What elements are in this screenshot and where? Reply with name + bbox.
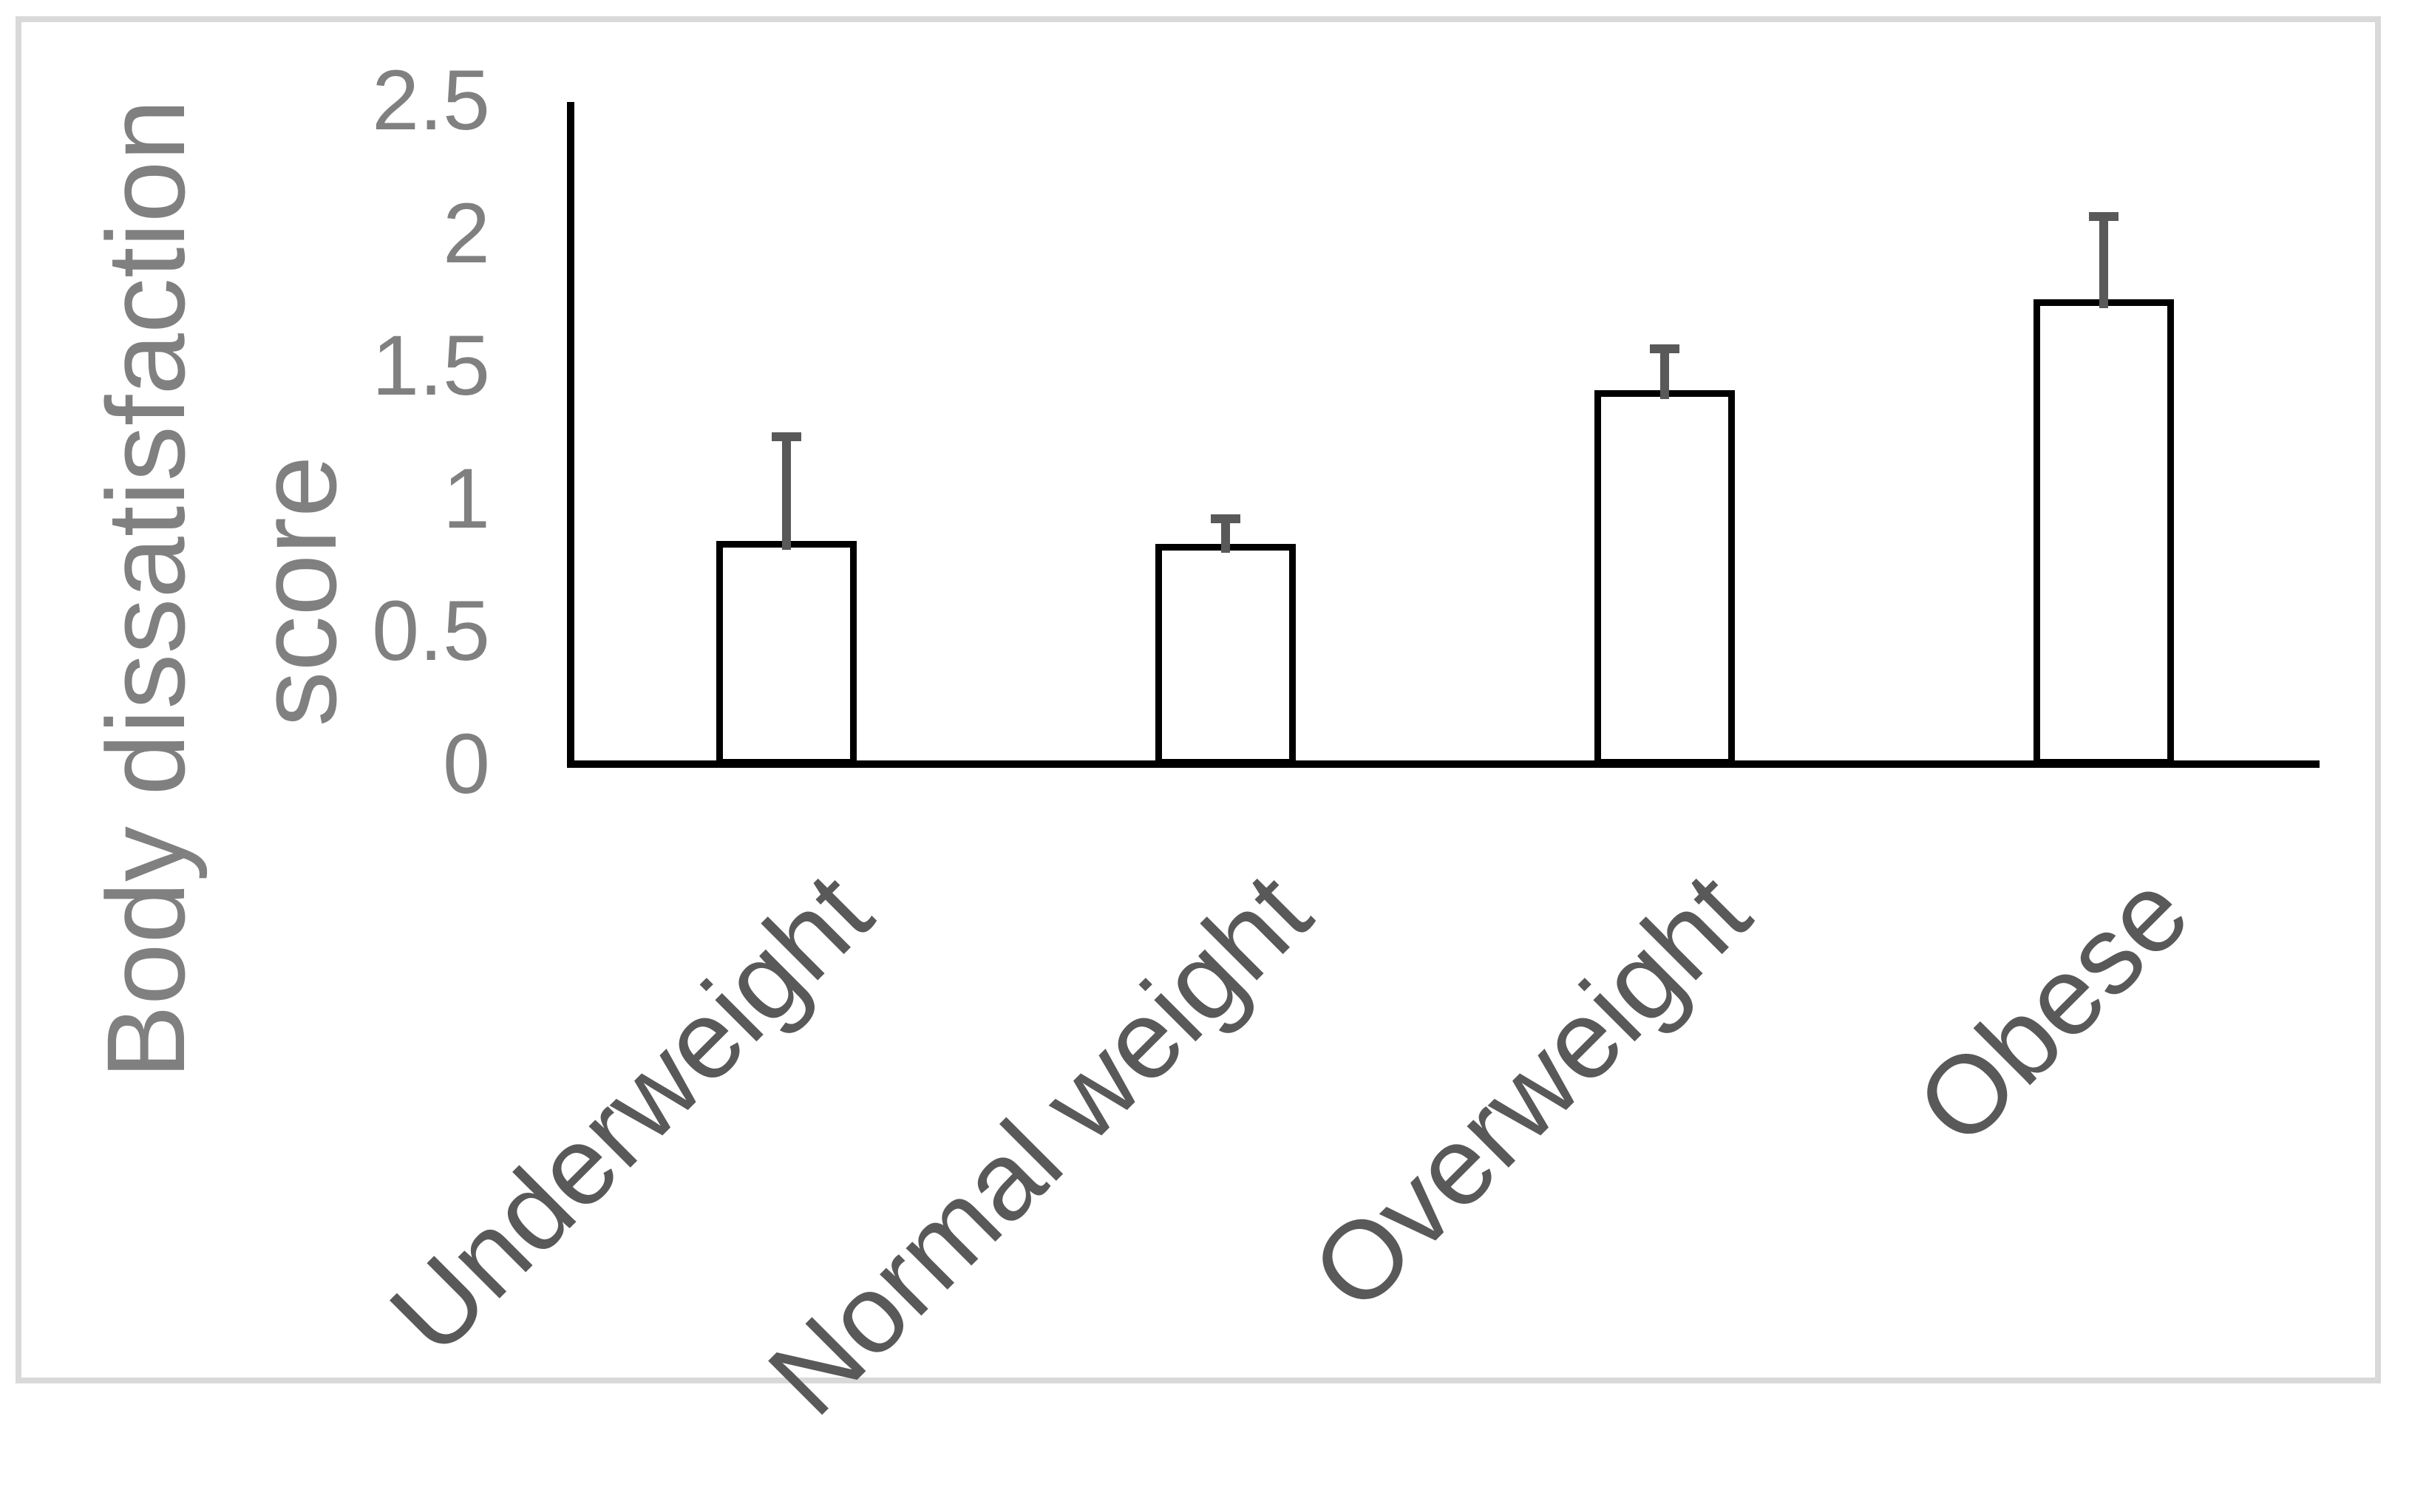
error-bar-cap xyxy=(2089,211,2119,221)
y-axis-line xyxy=(567,102,574,768)
chart-outer-frame xyxy=(16,16,2381,1383)
chart-canvas: Body dissatisfaction score 0 0.5 1 1.5 2 2.5 … xyxy=(16,16,2381,1438)
error-bar-cap xyxy=(1211,514,1240,524)
bar-underweight xyxy=(716,541,857,766)
error-bar-line xyxy=(1221,522,1230,553)
bar-normal-weight xyxy=(1155,543,1296,766)
bar-overweight xyxy=(1594,389,1735,766)
x-axis-line xyxy=(567,760,2320,768)
error-bar-line xyxy=(782,440,791,551)
y-tick-label: 1.5 xyxy=(372,319,490,414)
error-bar-line xyxy=(2099,219,2108,309)
y-tick-label: 2.5 xyxy=(372,53,490,148)
y-axis-title-line-1: Body dissatisfaction xyxy=(84,99,208,1079)
error-bar-cap xyxy=(1650,344,1679,354)
y-tick-label: 2 xyxy=(443,185,490,281)
error-bar-cap xyxy=(772,432,801,441)
bar-obese xyxy=(2033,299,2174,766)
y-tick-label: 0 xyxy=(443,717,490,811)
y-tick-label: 0.5 xyxy=(372,584,490,679)
y-tick-label: 1 xyxy=(443,451,490,546)
error-bar-line xyxy=(1660,352,1669,399)
